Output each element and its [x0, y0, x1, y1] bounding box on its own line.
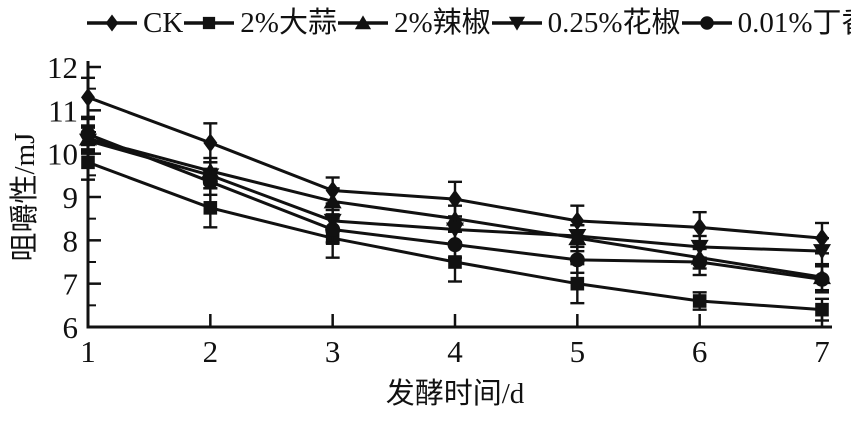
y-tick-label: 9: [63, 180, 79, 215]
y-tick-label: 8: [63, 223, 79, 258]
legend-item-0.01%丁香: 0.01%丁香: [681, 6, 851, 40]
legend-label: 2%辣椒: [393, 7, 491, 39]
x-tick-label: 4: [447, 334, 463, 369]
x-tick-label: 2: [203, 334, 219, 369]
y-axis-label: 咀嚼性/mJ: [9, 132, 41, 262]
triangle-down-marker: [446, 222, 464, 238]
diamond-marker: [203, 133, 218, 153]
circle-marker: [202, 174, 218, 190]
triangle-up-marker-icon: [337, 15, 388, 30]
series-0.01%丁香: [80, 117, 830, 294]
legend: CK 2%大蒜 2%辣椒 0.25%花椒 0.01%丁香: [86, 6, 851, 40]
legend-label: 0.25%花椒: [547, 7, 681, 39]
circle-marker: [80, 126, 96, 142]
legend-item-2%大蒜: 2%大蒜: [183, 6, 337, 40]
diamond-marker-icon: [87, 14, 137, 32]
triangle-down-legend-marker: [508, 16, 525, 31]
square-marker: [203, 201, 218, 215]
triangle-up-marker: [323, 192, 342, 209]
square-legend-marker: [203, 16, 216, 30]
square-marker: [815, 302, 829, 317]
triangle-down-marker: [690, 239, 709, 256]
x-tick-label: 6: [692, 334, 708, 369]
square-marker: [81, 155, 95, 170]
circle-marker: [692, 254, 708, 270]
y-tick-label: 12: [47, 50, 78, 85]
y-tick-label: 6: [63, 310, 79, 345]
legend-item-CK: CK: [86, 6, 183, 40]
x-tick-label: 3: [325, 334, 341, 369]
y-tick-label: 7: [63, 267, 79, 302]
circle-marker-icon: [681, 16, 732, 30]
diamond-marker: [448, 189, 462, 209]
x-axis-label: 发酵时间/d: [385, 378, 525, 410]
triangle-down-marker: [813, 244, 831, 260]
legend-item-0.25%花椒: 0.25%花椒: [491, 6, 681, 40]
x-tick-label: 5: [570, 334, 586, 369]
legend-label: 2%大蒜: [240, 7, 337, 39]
diamond-marker: [81, 87, 95, 107]
y-tick-label: 11: [48, 93, 78, 128]
series-CK: [81, 76, 829, 255]
x-tick-label: 1: [80, 334, 96, 369]
square-marker: [692, 294, 707, 308]
legend-item-2%辣椒: 2%辣椒: [337, 6, 491, 40]
diamond-marker: [692, 217, 707, 237]
triangle-up-legend-marker: [354, 15, 372, 30]
triangle-down-marker: [568, 229, 587, 245]
circle-marker: [814, 271, 830, 287]
square-marker: [570, 276, 585, 291]
square-marker-icon: [184, 16, 235, 30]
legend-label: CK: [143, 7, 184, 39]
legend-label: 0.01%丁香: [737, 7, 851, 39]
triangle-down-marker-icon: [491, 16, 542, 31]
y-tick-label: 10: [47, 137, 78, 172]
circle-marker: [325, 222, 341, 237]
x-tick-label: 7: [814, 334, 830, 369]
diamond-legend-marker: [105, 14, 119, 32]
circle-marker: [569, 252, 585, 268]
circle-legend-marker: [699, 16, 714, 30]
circle-marker: [447, 237, 463, 253]
